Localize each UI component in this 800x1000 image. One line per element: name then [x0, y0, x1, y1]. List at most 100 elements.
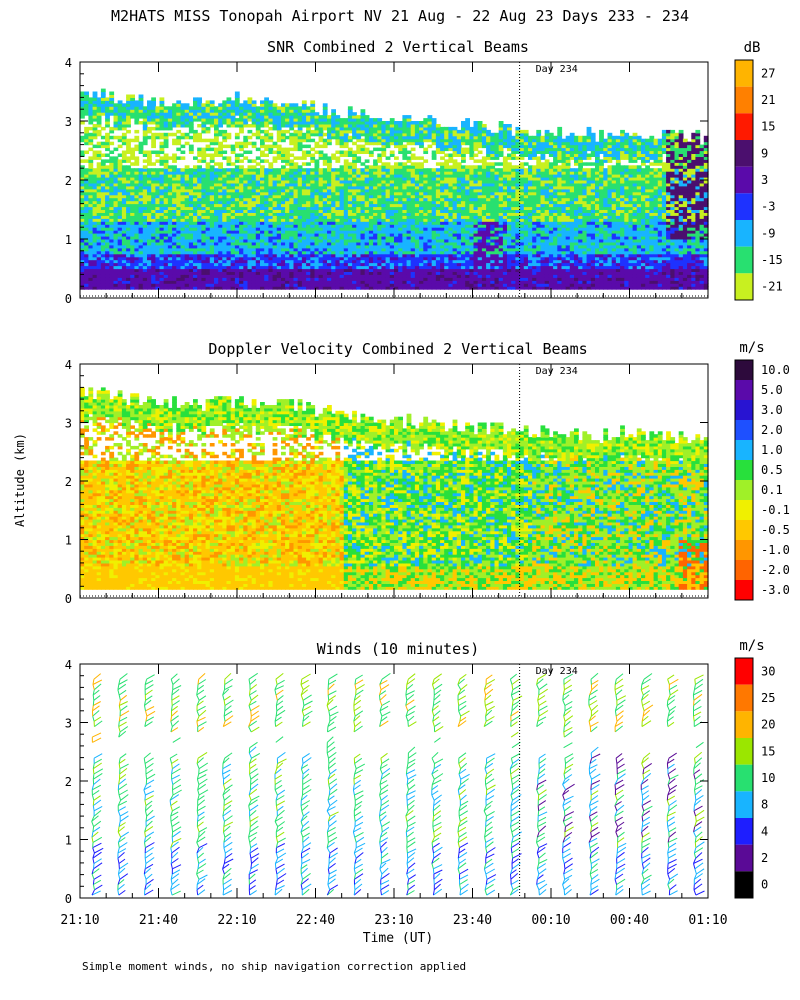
wind-barb-staff — [667, 779, 671, 785]
wind-barb — [538, 763, 546, 770]
colorbar-swatch — [735, 440, 753, 460]
wind-barb-staff — [458, 805, 461, 811]
wind-barb-staff — [379, 700, 383, 706]
wind-barb-staff — [196, 879, 200, 885]
wind-barb — [591, 773, 601, 780]
wind-barb-staff — [563, 773, 566, 780]
wind-barb-staff — [588, 836, 592, 843]
wind-barb-staff — [589, 815, 592, 822]
wind-barb — [510, 805, 519, 812]
wind-barb-staff — [352, 784, 355, 790]
wind-barb — [589, 851, 599, 859]
wind-barb-staff — [248, 789, 251, 796]
wind-barb — [537, 863, 546, 870]
wind-barb — [693, 689, 703, 696]
wind-barb — [589, 868, 599, 875]
wind-barb-staff — [457, 868, 461, 875]
wind-barb-staff — [92, 694, 95, 701]
wind-barb-staff — [614, 721, 618, 727]
wind-barb — [484, 762, 494, 770]
wind-barb-staff — [666, 758, 670, 764]
wind-barb — [564, 889, 572, 896]
wind-barb — [433, 810, 442, 817]
colorbar-label: -21 — [761, 280, 783, 294]
colorbar-label: -0.5 — [761, 523, 790, 537]
wind-barb — [431, 752, 439, 759]
wind-barb — [171, 821, 180, 828]
wind-profile — [379, 672, 391, 896]
wind-barb — [198, 778, 208, 785]
wind-barb — [198, 695, 207, 701]
wind-barb-staff — [222, 694, 225, 701]
wind-barb — [223, 795, 231, 801]
wind-barb-staff — [118, 763, 121, 769]
y-tick-label: 0 — [65, 292, 72, 306]
wind-barb — [198, 673, 206, 680]
wind-barb-staff — [510, 758, 514, 764]
wind-barb — [562, 778, 570, 785]
wind-barb-staff — [616, 852, 618, 859]
wind-barb — [302, 773, 310, 780]
wind-barb-staff — [222, 889, 225, 896]
wind-barb-staff — [614, 873, 617, 880]
wind-barb-staff — [222, 689, 225, 696]
wind-barb — [328, 874, 337, 880]
wind-barb — [588, 715, 596, 722]
wind-barb-staff — [353, 868, 356, 875]
wind-barb — [172, 763, 180, 770]
wind-barb — [564, 700, 573, 706]
wind-barb-staff — [379, 837, 381, 843]
wind-barb — [695, 741, 704, 749]
wind-barb — [486, 768, 495, 775]
wind-barb-staff — [300, 805, 303, 811]
wind-barb — [693, 705, 702, 712]
colorbar-label: 0.5 — [761, 463, 783, 477]
wind-barb-staff — [614, 821, 619, 827]
wind-barb — [379, 694, 387, 701]
wind-barb — [170, 715, 179, 722]
wind-barb — [590, 885, 599, 891]
colorbar-label: 3.0 — [761, 403, 783, 417]
wind-barb — [276, 879, 285, 885]
wind-barb-staff — [432, 684, 435, 690]
wind-barb-staff — [353, 847, 357, 854]
wind-barb-staff — [405, 689, 407, 696]
wind-barb — [222, 873, 231, 880]
wind-barb — [354, 757, 363, 764]
wind-barb-staff — [379, 763, 383, 769]
wind-barb — [565, 763, 574, 770]
wind-barb — [354, 679, 364, 685]
wind-barb — [433, 846, 443, 854]
wind-barb — [275, 736, 284, 743]
wind-barb-staff — [196, 689, 199, 696]
wind-barb — [695, 809, 705, 817]
wind-barb — [643, 690, 650, 696]
wind-barb-staff — [275, 842, 279, 848]
wind-barb-staff — [380, 873, 383, 880]
wind-barb — [590, 672, 599, 680]
wind-barb — [355, 674, 363, 680]
wind-barb — [641, 810, 651, 817]
wind-barb-staff — [509, 763, 514, 769]
wind-barb — [562, 800, 572, 807]
wind-barb — [250, 795, 260, 801]
wind-barb — [328, 815, 336, 822]
wind-barb — [379, 789, 389, 796]
wind-profile — [248, 672, 261, 896]
wind-barb — [615, 827, 623, 833]
wind-barb — [93, 716, 102, 722]
wind-barb — [381, 852, 389, 859]
wind-barb — [171, 878, 179, 885]
wind-barb — [459, 868, 469, 875]
wind-profile — [457, 673, 470, 896]
wind-barb — [92, 836, 103, 843]
wind-barb — [589, 811, 598, 817]
wind-barb — [379, 862, 387, 870]
snr-heatmap-cells — [80, 88, 709, 290]
wind-barb — [616, 715, 624, 722]
wind-barb — [277, 809, 285, 817]
wind-barb-staff — [248, 752, 252, 759]
wind-barb-staff — [275, 679, 278, 685]
wind-barb — [327, 831, 336, 838]
